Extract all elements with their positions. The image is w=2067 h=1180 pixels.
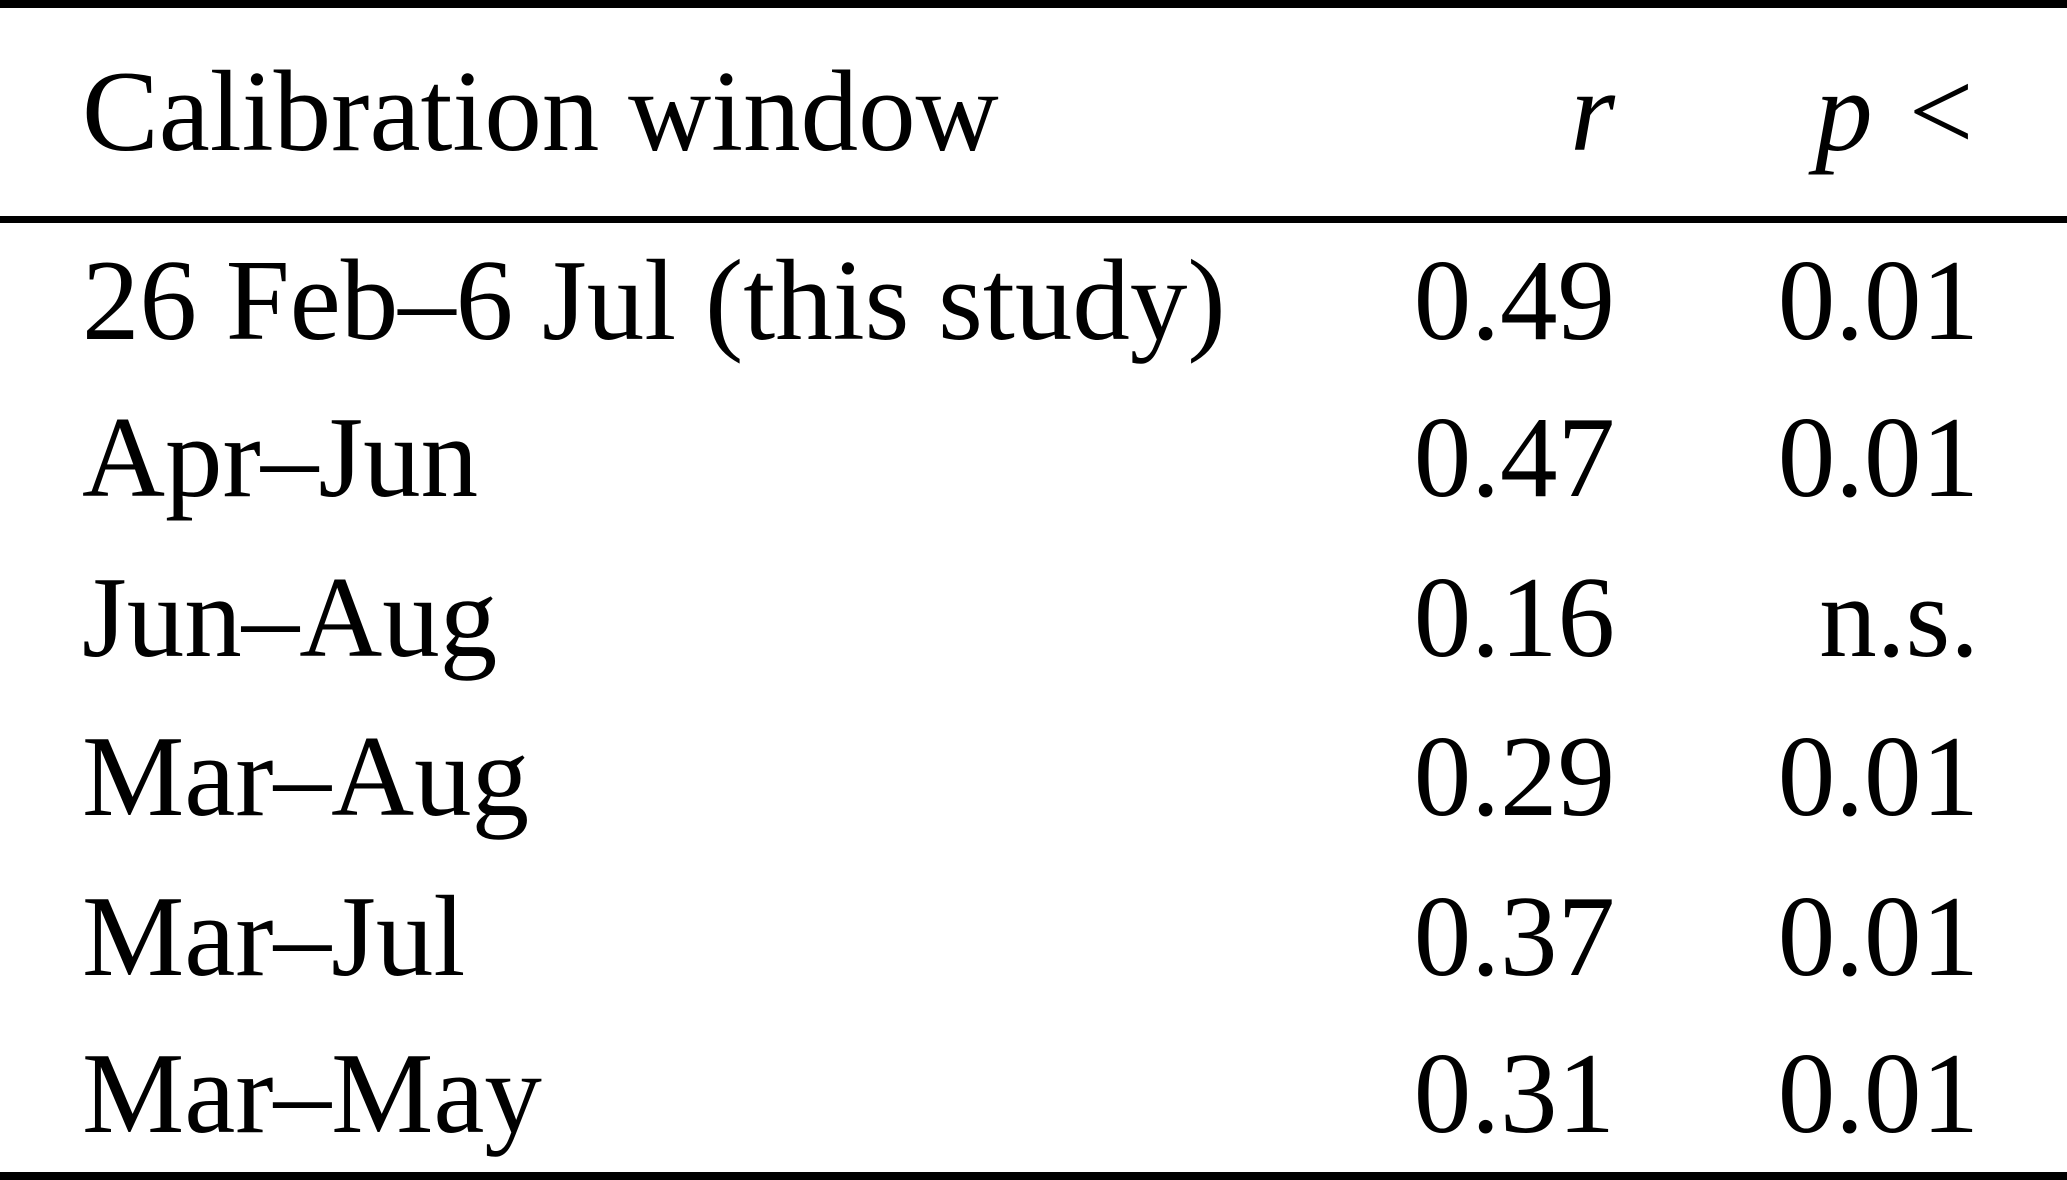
r-value-cell: 0.16: [1413, 553, 1615, 681]
table-row: Jun–Aug 0.16 n.s.: [0, 538, 2067, 698]
table-row: Apr–Jun 0.47 0.01: [0, 379, 2067, 539]
p-value-cell: 0.01: [1777, 1030, 1979, 1158]
column-header-label: p <: [1815, 47, 1979, 175]
calibration-window-cell: Mar–Jul: [82, 872, 466, 1000]
p-value-cell: 0.01: [1777, 713, 1979, 841]
r-value-cell: 0.47: [1413, 394, 1615, 522]
p-value-cell: 0.01: [1777, 394, 1979, 522]
p-value-cell: n.s.: [1819, 553, 1979, 681]
calibration-window-cell: Mar–May: [82, 1030, 542, 1158]
calibration-window-cell: Apr–Jun: [82, 394, 479, 522]
column-header-label: Calibration window: [82, 47, 999, 175]
table-row: Mar–Aug 0.29 0.01: [0, 698, 2067, 858]
calibration-window-cell: 26 Feb–6 Jul (this study): [82, 236, 1226, 364]
r-value-cell: 0.29: [1413, 713, 1615, 841]
r-value-cell: 0.37: [1413, 872, 1615, 1000]
column-header-p: p <: [1615, 4, 2067, 223]
table-header: Calibration window r p <: [0, 4, 2067, 223]
r-value-cell: 0.49: [1413, 236, 1615, 364]
header-row: Calibration window r p <: [0, 4, 2067, 223]
column-header-calibration-window: Calibration window: [0, 4, 1170, 223]
table-row: Mar–May 0.31 0.01: [0, 1017, 2067, 1177]
table-body: 26 Feb–6 Jul (this study) 0.49 0.01 Apr–…: [0, 219, 2067, 1176]
p-value-cell: 0.01: [1777, 236, 1979, 364]
table-row: 26 Feb–6 Jul (this study) 0.49 0.01: [0, 219, 2067, 379]
calibration-window-cell: Mar–Aug: [82, 713, 530, 841]
column-header-r: r: [1170, 4, 1615, 223]
p-value-cell: 0.01: [1777, 872, 1979, 1000]
table-row: Mar–Jul 0.37 0.01: [0, 857, 2067, 1017]
calibration-window-cell: Jun–Aug: [82, 553, 498, 681]
column-header-label: r: [1570, 47, 1615, 175]
r-value-cell: 0.31: [1413, 1030, 1615, 1158]
